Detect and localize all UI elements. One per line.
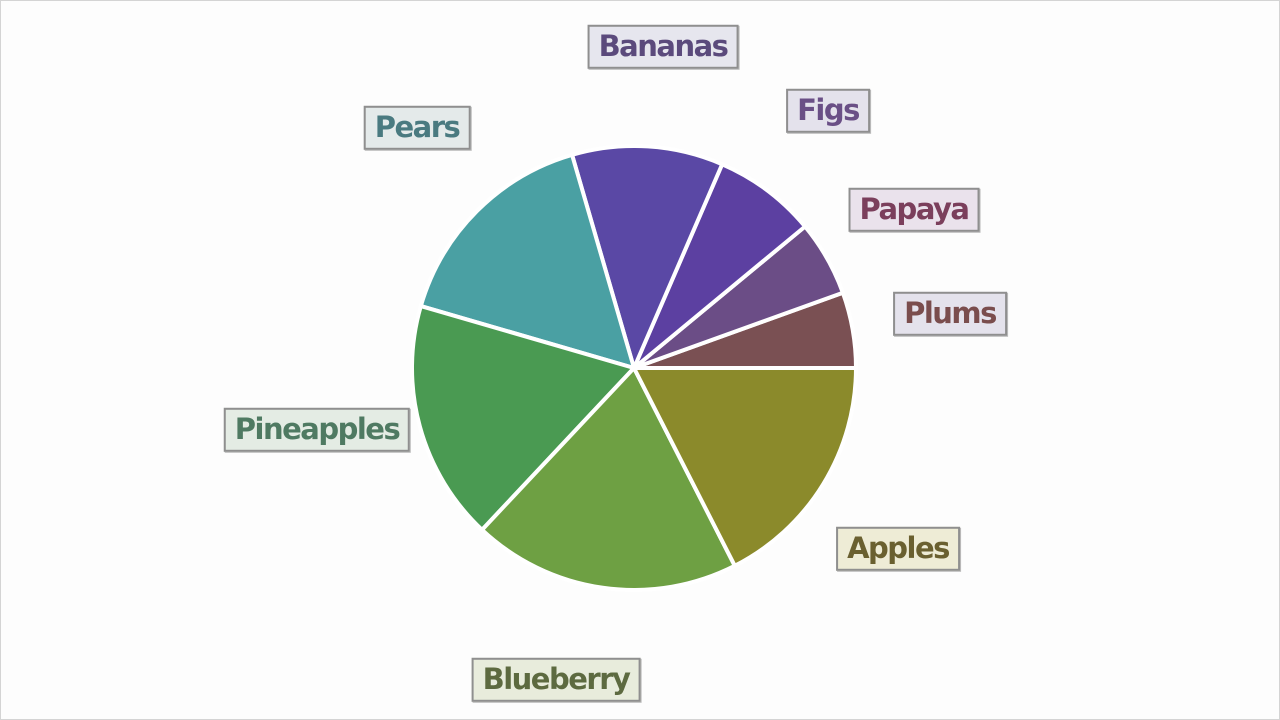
- pie-slice-figs: [632, 162, 808, 370]
- slice-label-pineapples: Pineapples: [223, 407, 411, 453]
- slice-label-apples: Apples: [836, 526, 960, 572]
- slice-label-bananas: Bananas: [587, 24, 739, 70]
- slice-label-blueberry: Blueberry: [471, 657, 641, 703]
- slice-label-plums: Plums: [893, 291, 1007, 337]
- pie-slice-pears: [418, 152, 636, 370]
- pie-slice-pineapples: [410, 304, 636, 532]
- pie-slice-bananas: [570, 144, 725, 370]
- pie-slice-blueberry: [480, 366, 737, 592]
- slice-label-pears: Pears: [363, 105, 471, 151]
- pie-slice-apples: [632, 366, 858, 568]
- slice-label-figs: Figs: [786, 88, 870, 134]
- slice-label-papaya: Papaya: [848, 187, 980, 233]
